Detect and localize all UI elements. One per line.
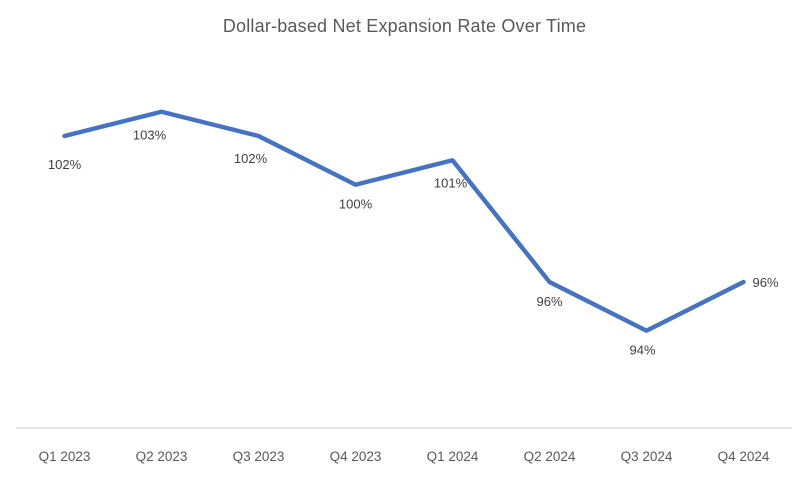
x-axis-label: Q2 2023 xyxy=(136,449,188,464)
data-label: 94% xyxy=(629,343,655,358)
x-axis-label: Q1 2023 xyxy=(39,449,91,464)
x-axis-label: Q4 2024 xyxy=(718,449,770,464)
x-axis-label: Q1 2024 xyxy=(427,449,479,464)
data-label: 100% xyxy=(339,197,373,212)
data-label: 103% xyxy=(133,128,167,143)
data-label: 96% xyxy=(536,294,562,309)
chart-title: Dollar-based Net Expansion Rate Over Tim… xyxy=(222,16,587,36)
data-label: 96% xyxy=(753,275,779,290)
x-axis-label: Q2 2024 xyxy=(524,449,576,464)
x-axis-label: Q4 2023 xyxy=(330,449,382,464)
series-line xyxy=(62,109,746,333)
data-label: 101% xyxy=(434,175,468,190)
x-axis-label: Q3 2024 xyxy=(621,449,673,464)
x-axis-label: Q3 2023 xyxy=(233,449,285,464)
data-label: 102% xyxy=(48,157,82,172)
data-label: 102% xyxy=(234,151,268,166)
